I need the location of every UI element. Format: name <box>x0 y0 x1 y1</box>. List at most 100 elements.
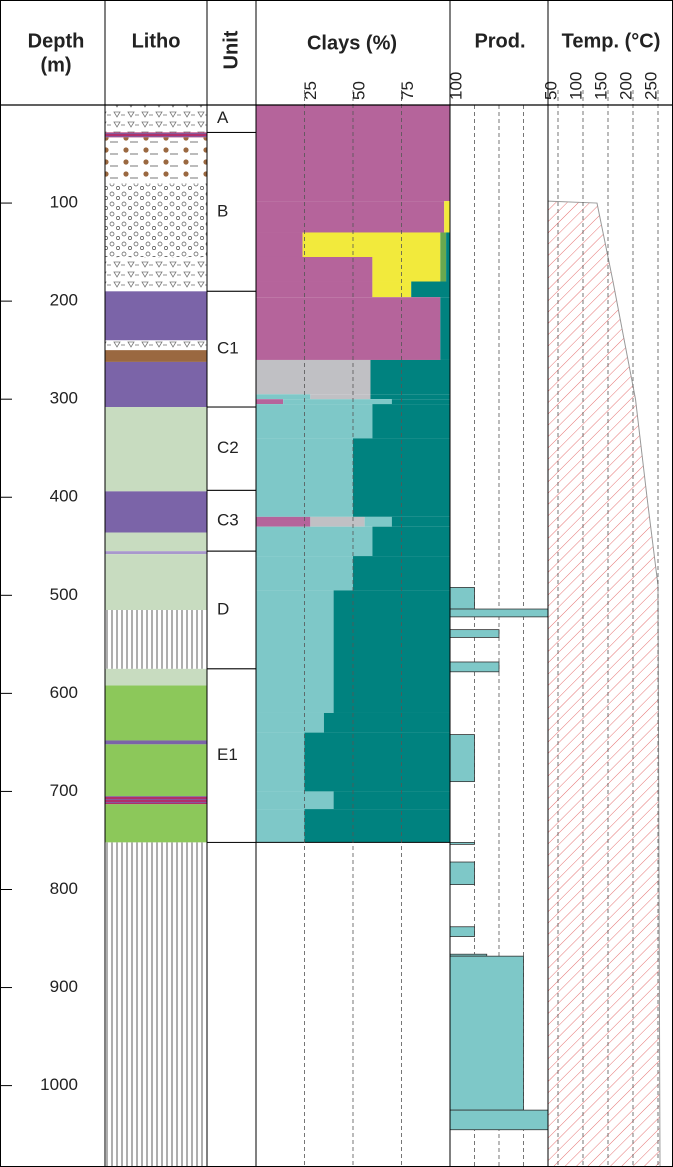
litho-layer <box>105 668 207 686</box>
temp-area <box>548 201 660 1167</box>
prod-bar <box>449 734 475 783</box>
x-tick-label: 100 <box>446 72 465 100</box>
prod-bar <box>449 608 549 618</box>
litho-layer <box>105 350 207 362</box>
clay-segment <box>302 232 441 257</box>
clay-segment <box>256 399 284 405</box>
clay-segment <box>256 516 311 527</box>
y-tick-label: 900 <box>50 977 78 996</box>
clay-segment <box>256 281 373 298</box>
header: Litho <box>132 30 181 52</box>
y-tick-label: 400 <box>50 487 78 506</box>
unit-label: D <box>217 599 229 618</box>
litho-layer <box>105 740 207 745</box>
x-tick-label: 50 <box>541 81 560 100</box>
header: Unit <box>220 30 242 69</box>
clay-segment <box>310 394 371 400</box>
clay-segment <box>391 516 450 527</box>
y-tick-label: 100 <box>50 193 78 212</box>
clay-segment <box>444 201 450 233</box>
clay-segment <box>256 791 334 810</box>
clay-segment <box>256 359 371 395</box>
unit-label: C2 <box>217 438 239 457</box>
prod-bar <box>449 661 500 673</box>
clay-segment <box>256 394 311 400</box>
prod-bar <box>449 842 475 845</box>
clay-segment <box>256 590 334 713</box>
unit-box <box>206 131 257 292</box>
litho-pattern <box>105 132 207 138</box>
unit-box <box>206 550 257 670</box>
litho-pattern <box>105 796 207 805</box>
header: Temp. (°C) <box>562 30 661 52</box>
clay-segment <box>333 590 450 713</box>
x-tick-label: 75 <box>398 81 417 100</box>
clay-segment <box>323 712 450 733</box>
litho-layer <box>105 532 207 552</box>
litho-layer <box>105 551 207 555</box>
y-tick-label: 700 <box>50 781 78 800</box>
clay-segment <box>372 526 450 557</box>
unit-label: C3 <box>217 510 239 529</box>
prod-bar <box>449 1109 549 1131</box>
x-tick-label: 100 <box>566 72 585 100</box>
content: 100 200 300 400 500 600 700 800 900 1000 A B C1 C2 C3 D… <box>0 72 661 1167</box>
litho-pattern <box>105 137 207 184</box>
clay-segment <box>440 297 450 360</box>
prod-bar <box>449 926 475 937</box>
litho-layer <box>105 407 207 492</box>
unit-label: E1 <box>217 745 238 764</box>
y-tick-label: 300 <box>50 389 78 408</box>
clay-segment <box>256 526 373 557</box>
x-tick-label: 50 <box>349 81 368 100</box>
clay-segment <box>372 281 412 298</box>
litho-layer <box>105 804 207 843</box>
prod-bar <box>449 587 475 610</box>
unit-label: C1 <box>217 339 239 358</box>
temp-line <box>547 200 661 1167</box>
clay-segment <box>391 399 450 405</box>
y-tick-label: 600 <box>50 683 78 702</box>
clay-segment <box>256 201 445 233</box>
header: Clays (%) <box>307 32 397 54</box>
unit-box <box>206 104 257 133</box>
clay-segment <box>446 232 450 257</box>
clay-segment <box>304 809 450 843</box>
litho-pattern <box>105 842 207 1167</box>
litho-pattern <box>105 256 207 292</box>
header: Prod. <box>474 30 525 52</box>
clay-segment <box>256 732 305 792</box>
prod-bar <box>449 861 475 885</box>
header: Depth <box>28 30 85 52</box>
x-tick-label: 150 <box>591 72 610 100</box>
clay-segment <box>256 256 373 282</box>
litho-layer <box>105 361 207 408</box>
y-tick-label: 200 <box>50 291 78 310</box>
y-tick-label: 500 <box>50 585 78 604</box>
litho-layer <box>105 744 207 797</box>
clay-segment <box>411 281 450 298</box>
clay-segment <box>333 791 450 810</box>
clay-segment <box>283 399 392 405</box>
litho-pattern <box>105 610 207 669</box>
litho-layer <box>105 491 207 533</box>
clay-segment <box>440 232 447 257</box>
x-tick-label: 200 <box>616 72 635 100</box>
clay-segment <box>446 256 450 282</box>
unit-label: A <box>217 108 229 127</box>
clay-segment <box>256 712 324 733</box>
x-tick-label: 25 <box>301 81 320 100</box>
clay-segment <box>256 297 441 360</box>
clay-segment <box>256 809 305 843</box>
clay-segment <box>370 394 450 400</box>
litho-layer <box>105 291 207 341</box>
y-tick-label: 1000 <box>40 1075 78 1094</box>
clay-segment <box>440 256 447 282</box>
clay-segment <box>370 359 450 395</box>
x-tick-label: 250 <box>641 72 660 100</box>
litho-layer <box>105 685 207 741</box>
clay-segment <box>304 732 450 792</box>
prod-bar <box>449 629 500 638</box>
